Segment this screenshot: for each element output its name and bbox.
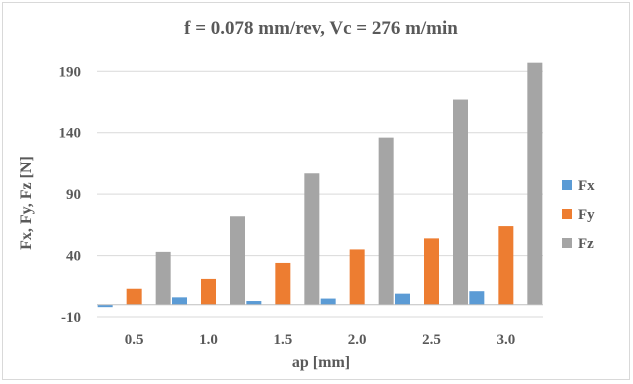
bar-fx-2.0: [320, 298, 336, 305]
bar-fy-2.0: [349, 249, 365, 305]
bar-chart: f = 0.078 mm/rev, Vc = 276 m/min -10 40 90…: [18, 18, 595, 371]
x-axis-tick-labels: 0.5 1.0 1.5 2.0 2.5 3.0: [125, 332, 515, 348]
y-tick-label: 190: [59, 64, 82, 80]
x-tick-label: 1.5: [273, 332, 292, 348]
x-tick-label: 3.0: [496, 332, 515, 348]
bar-fz-3.0: [527, 62, 543, 305]
bar-fx-0.5: [97, 304, 113, 308]
bar-fx-1.5: [246, 301, 262, 305]
x-axis-label: ap [mm]: [292, 354, 350, 371]
x-tick-label: 2.5: [422, 332, 441, 348]
chart-frame: f = 0.078 mm/rev, Vc = 276 m/min -10 40 90…: [2, 2, 630, 380]
legend-swatch-fx: [562, 180, 572, 190]
bar-fx-3.0: [469, 291, 485, 305]
bar-fz-0.5: [155, 251, 171, 305]
y-axis-label: Fx, Fy, Fz [N]: [18, 156, 35, 250]
gridlines: [97, 70, 543, 318]
x-tick-label: 0.5: [125, 332, 144, 348]
bar-fy-2.5: [424, 238, 439, 305]
bar-fx-1.0: [172, 297, 187, 305]
bar-fz-2.5: [453, 99, 468, 305]
legend-swatch-fz: [562, 238, 572, 248]
y-tick-label: 90: [66, 187, 81, 203]
y-tick-label: -10: [61, 310, 81, 326]
bar-fz-1.5: [304, 173, 320, 305]
bar-fy-0.5: [126, 288, 142, 305]
bars: [97, 62, 543, 308]
y-tick-label: 140: [59, 126, 82, 142]
legend-label-fx: Fx: [578, 178, 595, 194]
y-tick-label: 40: [66, 249, 81, 265]
legend-label-fz: Fz: [578, 236, 594, 252]
bar-fy-3.0: [498, 226, 514, 305]
bar-fz-2.0: [378, 137, 394, 305]
bar-fy-1.5: [275, 262, 291, 305]
chart-title: f = 0.078 mm/rev, Vc = 276 m/min: [184, 18, 458, 39]
legend-label-fy: Fy: [578, 207, 595, 223]
legend: Fx Fy Fz: [562, 178, 595, 252]
y-axis-tick-labels: -10 40 90 140 190: [59, 64, 82, 326]
bar-fz-1.0: [230, 216, 245, 305]
x-tick-label: 1.0: [199, 332, 218, 348]
bar-fx-2.5: [395, 293, 410, 305]
x-tick-label: 2.0: [348, 332, 367, 348]
legend-swatch-fy: [562, 209, 572, 219]
bar-fy-1.0: [201, 278, 216, 305]
